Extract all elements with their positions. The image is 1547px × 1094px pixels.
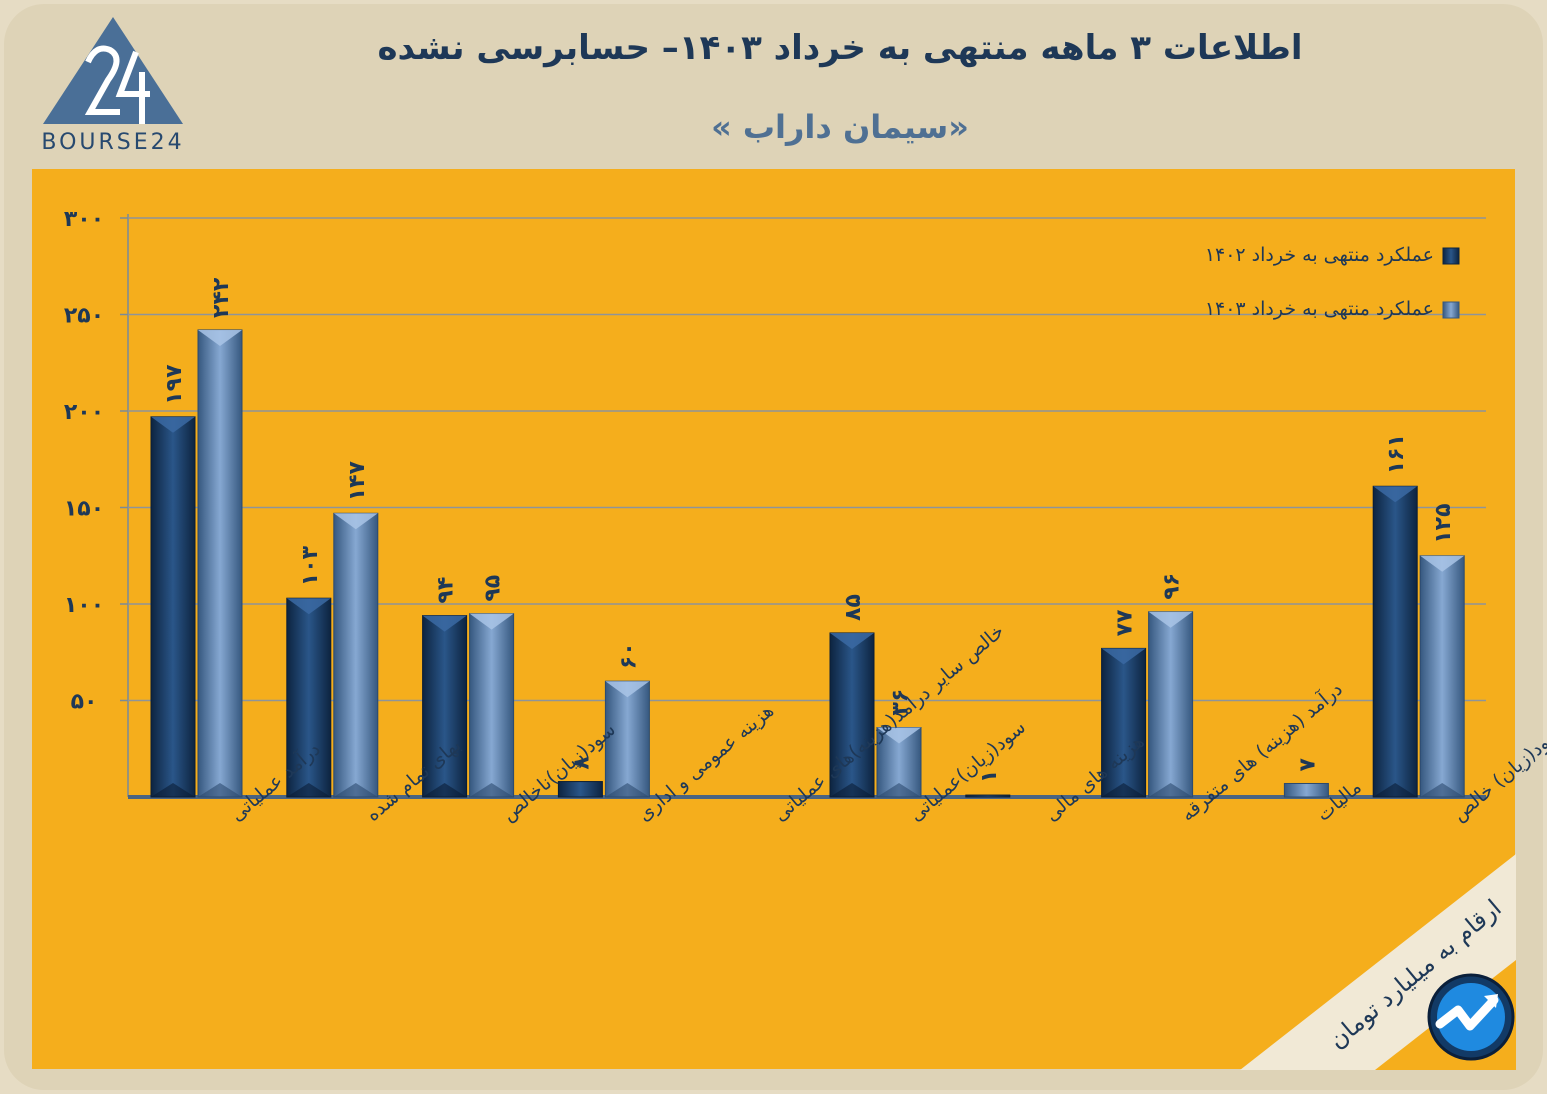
legend-swatch-1402 — [1442, 247, 1460, 264]
y-tick-label: ۳۰۰ — [64, 207, 104, 232]
bar-bevel — [1373, 486, 1418, 503]
bar-1403 — [1419, 555, 1465, 798]
legend-label-1403: عملکرد منتهی به خرداد ۱۴۰۳ — [1204, 298, 1434, 320]
x-category-label: سود(زیان)عملیاتی — [905, 716, 1030, 826]
bar-bevel — [605, 681, 650, 698]
x-category-label: هزینه عمومی و اداری — [633, 700, 778, 826]
y-tick-label: ۲۵۰ — [64, 304, 104, 329]
chart-panel — [32, 169, 1515, 1069]
data-label: ۱۹۷ — [162, 364, 187, 405]
bar-bevel — [469, 613, 514, 630]
bar-1402 — [557, 781, 603, 798]
data-label: ۱۲۵ — [1431, 503, 1456, 543]
legend-item-1403: عملکرد منتهی به خرداد ۱۴۰۳ — [1160, 298, 1460, 320]
legend-item-1402: عملکرد منتهی به خرداد ۱۴۰۲ — [1160, 244, 1460, 266]
y-tick-label: ۱۵۰ — [64, 497, 104, 522]
data-label: ۹۵ — [481, 575, 506, 602]
bar-bevel — [1373, 783, 1418, 797]
trend-badge-icon — [1427, 973, 1515, 1061]
data-label: ۸۵ — [841, 594, 866, 621]
bar-1403 — [469, 613, 515, 798]
page-title: اطلاعات ۳ ماهه منتهی به خرداد ۱۴۰۳– حساب… — [377, 28, 1303, 68]
bar-1403 — [197, 329, 243, 798]
bar-1403 — [1148, 611, 1194, 798]
data-label: ۱۶۱ — [1384, 434, 1409, 474]
bar-1402 — [965, 794, 1011, 798]
bar-bevel — [198, 783, 242, 797]
data-label: ۱ — [977, 770, 1002, 783]
x-category-label: سود(زیان)ناخالص — [498, 718, 620, 825]
bar-bevel — [151, 416, 195, 433]
bar-bevel — [151, 783, 195, 797]
bar-bevel — [830, 783, 874, 797]
data-label: ۱۰۳ — [298, 545, 323, 586]
logo-text: BOURSE24 — [41, 130, 185, 155]
bar-bevel — [333, 513, 378, 530]
data-label: ۶۰ — [616, 642, 641, 669]
bar-1402 — [286, 597, 332, 798]
data-label: ۹۴ — [434, 577, 459, 604]
data-label: ۷ — [1295, 757, 1320, 771]
y-tick-label: ۵۰ — [71, 690, 98, 715]
bar-bevel — [1420, 783, 1465, 797]
y-tick-label: ۲۰۰ — [64, 400, 104, 425]
bar-bevel — [198, 329, 242, 346]
bourse24-logo — [43, 17, 183, 124]
bar-bevel — [286, 783, 331, 797]
bar-bevel — [469, 783, 514, 797]
data-label: ۳۶ — [888, 689, 913, 716]
bar-bevel — [877, 783, 921, 797]
bar-bevel — [605, 783, 650, 797]
data-label: ۹۶ — [1160, 573, 1185, 600]
data-label: ۷۷ — [1113, 609, 1138, 636]
y-tick-label: ۱۰۰ — [64, 593, 104, 618]
data-label: ۸ — [569, 756, 594, 770]
data-label: ۲۴۲ — [209, 277, 234, 318]
bar-bevel — [1420, 555, 1465, 572]
bar-bevel — [1148, 611, 1193, 628]
bar-bevel — [422, 783, 467, 797]
legend-swatch-1403 — [1442, 301, 1460, 318]
bar-1402 — [150, 416, 196, 798]
bar-bevel — [1101, 648, 1146, 665]
bar-bevel — [333, 783, 378, 797]
bar-bevel — [830, 632, 874, 649]
legend-label-1402: عملکرد منتهی به خرداد ۱۴۰۲ — [1204, 244, 1434, 266]
bar-1403 — [333, 512, 379, 798]
bar-1402 — [1372, 485, 1418, 798]
bar-bevel — [1148, 783, 1193, 797]
data-label: ۱۴۷ — [345, 460, 370, 501]
bar-1403 — [1283, 782, 1329, 798]
company-name: «سیمان داراب » — [711, 108, 969, 146]
bar-bevel — [877, 727, 921, 744]
bar-bevel — [422, 615, 467, 632]
bar-bevel — [286, 598, 331, 615]
bar-bevel — [1101, 783, 1146, 797]
